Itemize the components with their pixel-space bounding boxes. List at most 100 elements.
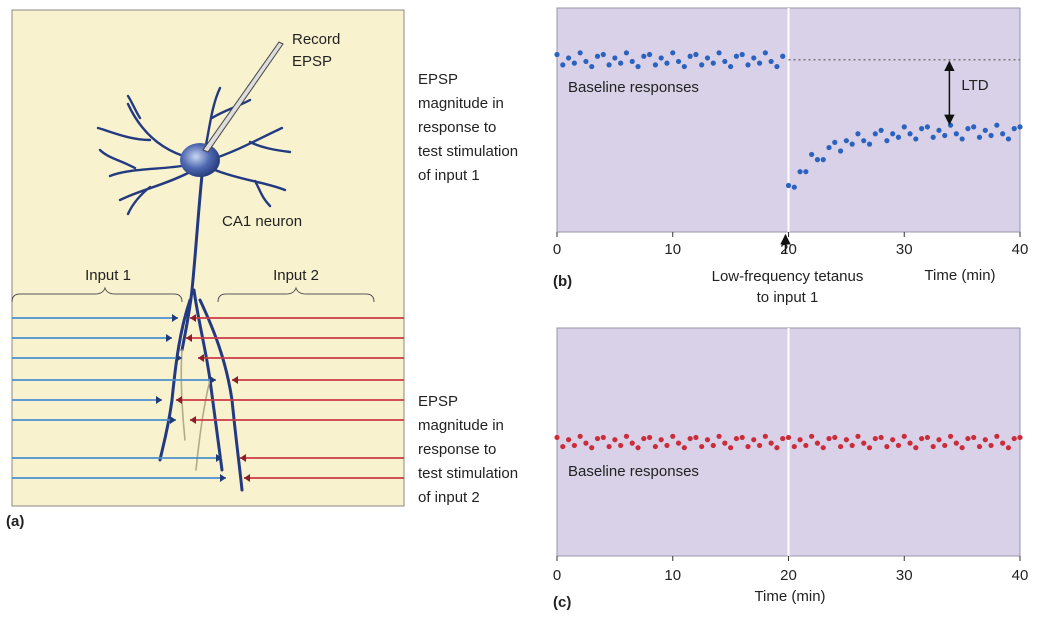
data-point: [843, 138, 849, 144]
data-point: [554, 51, 560, 58]
data-point: [762, 50, 768, 56]
data-point: [756, 442, 763, 449]
data-point: [560, 62, 566, 68]
data-point: [780, 53, 786, 59]
data-point: [814, 440, 821, 446]
data-point: [942, 442, 948, 449]
data-point: [606, 443, 612, 450]
soma: [180, 143, 220, 177]
data-point: [953, 440, 959, 446]
data-point: [890, 131, 896, 137]
data-point: [664, 442, 670, 449]
data-point: [826, 435, 832, 442]
data-point: [722, 440, 728, 446]
data-point: [762, 433, 768, 439]
data-point: [618, 60, 624, 66]
data-point: [635, 445, 641, 451]
data-point: [976, 134, 983, 140]
data-point: [820, 157, 826, 163]
data-point: [872, 131, 878, 137]
data-point: [681, 63, 687, 70]
x-axis-label: Time (min): [754, 588, 825, 605]
x-tick-label: 20: [780, 567, 797, 584]
data-point: [1000, 440, 1006, 446]
data-point: [739, 51, 745, 58]
data-point: [589, 445, 595, 451]
data-point: [866, 445, 873, 451]
data-point: [756, 60, 763, 66]
data-point: [629, 58, 635, 65]
data-point: [809, 151, 815, 158]
data-point: [733, 435, 740, 442]
data-point: [704, 55, 711, 61]
data-point: [728, 445, 734, 451]
data-point: [728, 63, 734, 70]
data-point: [965, 126, 971, 132]
data-point: [577, 433, 583, 439]
data-point: [704, 437, 711, 443]
data-point: [803, 442, 809, 449]
data-point: [971, 434, 977, 441]
data-point: [647, 434, 653, 441]
data-point: [699, 443, 705, 450]
data-point: [849, 442, 855, 449]
data-point: [606, 62, 612, 68]
data-point: [600, 51, 606, 58]
data-point: [768, 58, 774, 65]
data-point: [589, 63, 595, 70]
data-point: [768, 440, 774, 446]
data-point: [583, 58, 589, 65]
side-label: EPSP: [418, 393, 458, 410]
data-point: [670, 433, 676, 439]
data-point: [953, 131, 959, 137]
data-point: [565, 437, 572, 443]
data-point: [687, 435, 693, 442]
data-point: [884, 443, 890, 450]
side-label: magnitude in: [418, 95, 504, 112]
data-point: [710, 60, 716, 66]
data-point: [901, 433, 907, 439]
data-point: [907, 131, 913, 137]
data-point: [693, 434, 699, 441]
data-point: [618, 442, 624, 449]
input-label: Input 2: [273, 267, 319, 284]
data-point: [594, 435, 601, 442]
data-point: [681, 445, 687, 451]
data-point: [675, 440, 682, 446]
data-point: [641, 435, 647, 442]
data-point: [699, 62, 705, 68]
data-point: [843, 437, 849, 443]
data-point: [652, 62, 658, 68]
electrode: [202, 41, 284, 153]
data-point: [994, 433, 1000, 439]
data-point: [919, 126, 925, 132]
data-point: [855, 131, 861, 137]
data-point: [959, 445, 965, 451]
side-label: EPSP: [418, 71, 458, 88]
panel-label: (c): [553, 594, 571, 611]
annotation: Baseline responses: [568, 463, 699, 480]
data-point: [1005, 136, 1012, 142]
data-point: [733, 53, 740, 59]
data-point: [751, 437, 757, 443]
data-point: [751, 55, 757, 61]
data-point: [745, 443, 751, 450]
data-point: [890, 437, 896, 443]
data-point: [988, 132, 994, 139]
data-point: [872, 435, 878, 442]
data-point: [623, 433, 630, 439]
annotation: Baseline responses: [568, 79, 699, 96]
data-point: [994, 122, 1000, 128]
data-point: [785, 434, 792, 441]
data-point: [855, 433, 861, 439]
data-point: [629, 440, 635, 446]
data-point: [942, 132, 948, 139]
data-point: [571, 60, 577, 66]
side-label: test stimulation: [418, 143, 518, 160]
side-label: response to: [418, 441, 496, 458]
data-point: [849, 141, 855, 147]
data-point: [554, 434, 560, 441]
data-point: [565, 55, 572, 61]
data-point: [988, 442, 994, 449]
data-point: [594, 53, 601, 59]
